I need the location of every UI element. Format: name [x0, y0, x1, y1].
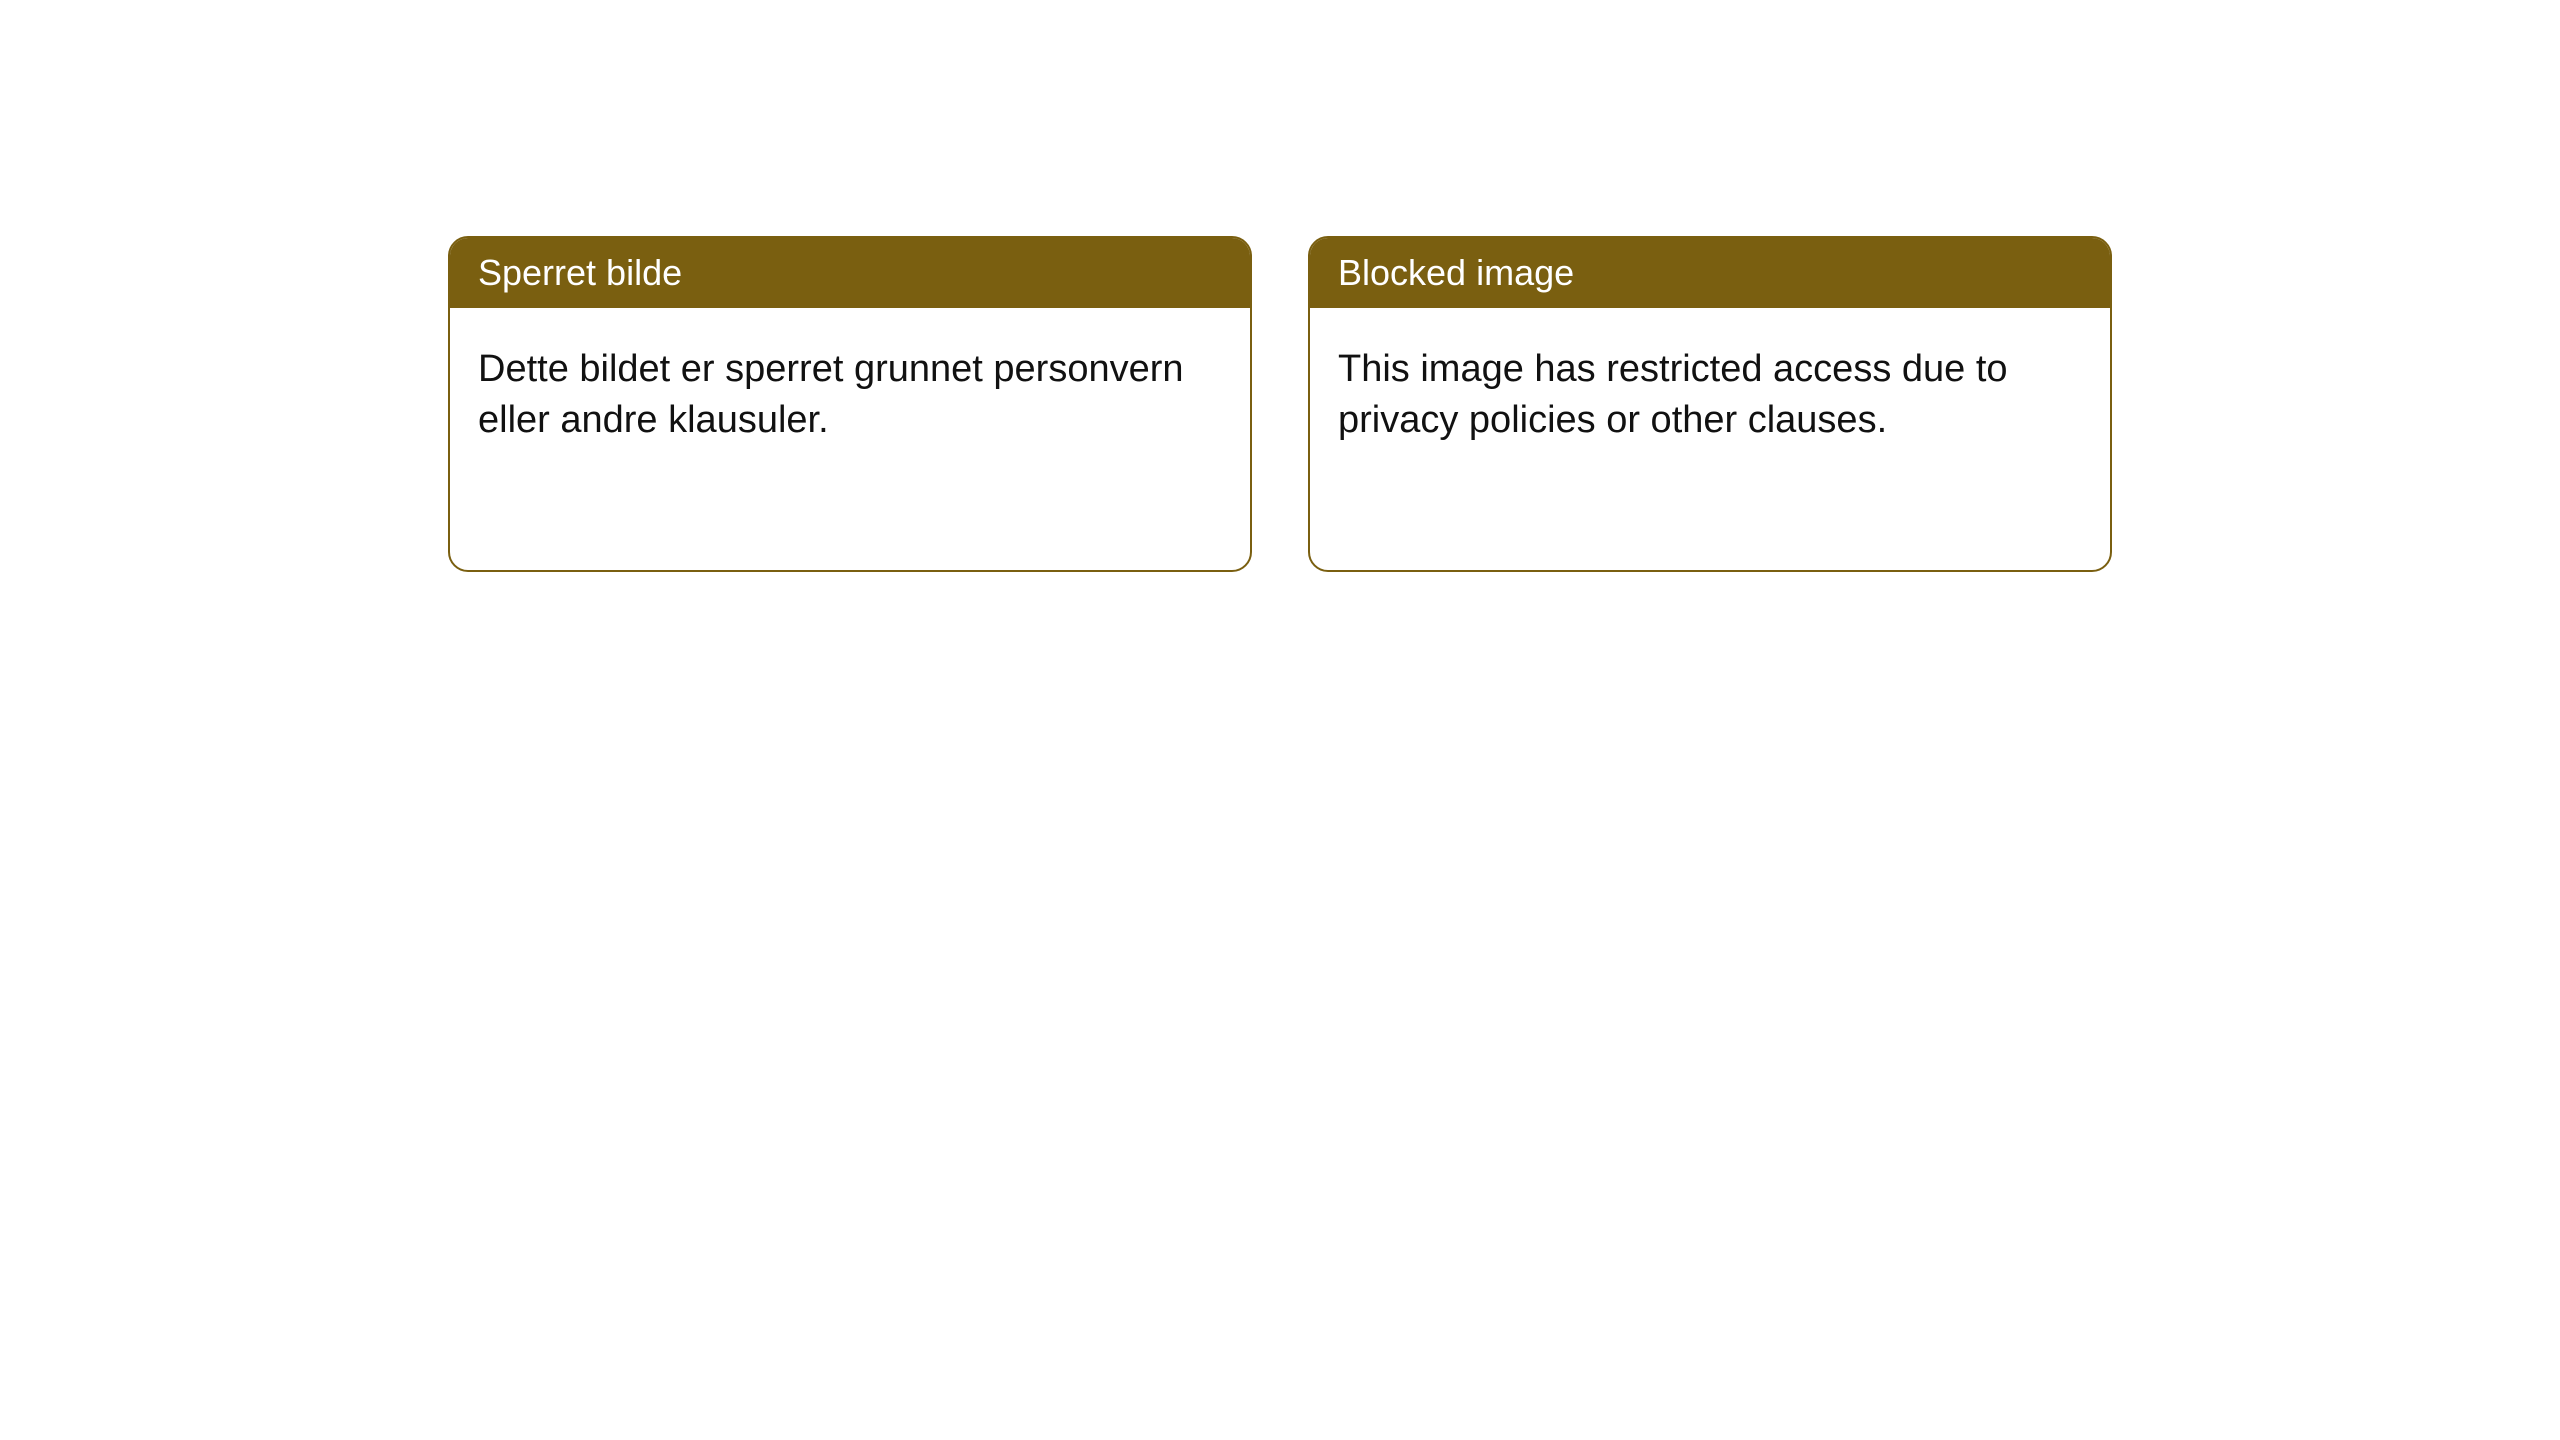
- card-title: Blocked image: [1338, 252, 1574, 293]
- card-body: Dette bildet er sperret grunnet personve…: [450, 308, 1250, 483]
- card-body-text: This image has restricted access due to …: [1338, 348, 2008, 441]
- notice-card-norwegian: Sperret bilde Dette bildet er sperret gr…: [448, 236, 1252, 572]
- card-header: Blocked image: [1310, 238, 2110, 308]
- notice-cards-container: Sperret bilde Dette bildet er sperret gr…: [448, 236, 2112, 572]
- card-title: Sperret bilde: [478, 252, 682, 293]
- card-body-text: Dette bildet er sperret grunnet personve…: [478, 348, 1184, 441]
- notice-card-english: Blocked image This image has restricted …: [1308, 236, 2112, 572]
- card-body: This image has restricted access due to …: [1310, 308, 2110, 483]
- card-header: Sperret bilde: [450, 238, 1250, 308]
